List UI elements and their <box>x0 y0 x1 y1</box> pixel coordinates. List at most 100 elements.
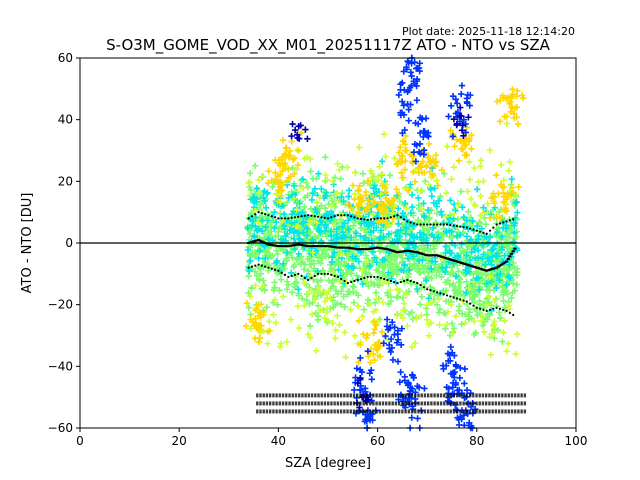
count-mark <box>343 409 346 414</box>
scatter-point <box>469 217 476 225</box>
count-mark <box>310 409 314 414</box>
sigma-point <box>452 296 455 299</box>
count-mark <box>507 393 510 398</box>
scatter-point <box>452 312 460 320</box>
scatter-point <box>504 247 512 255</box>
scatter-point <box>405 187 412 194</box>
scatter-point <box>450 210 458 218</box>
count-mark <box>339 409 343 414</box>
scatter-point <box>477 192 484 200</box>
scatter-point <box>400 306 407 314</box>
scatter-point <box>380 131 388 138</box>
scatter-point <box>500 177 507 184</box>
scatter-point <box>404 255 412 262</box>
sigma-point <box>449 223 452 227</box>
scatter-point <box>246 192 253 199</box>
scatter-point <box>248 222 256 229</box>
count-mark <box>268 409 272 414</box>
median-point <box>276 245 280 248</box>
median-point <box>252 240 256 243</box>
scatter-point <box>391 324 398 331</box>
scatter-point <box>497 314 504 321</box>
scatter-point <box>454 108 462 116</box>
count-mark <box>430 393 433 398</box>
scatter-point <box>317 276 325 284</box>
scatter-point <box>275 187 282 194</box>
scatter-point <box>394 327 402 334</box>
sigma-point <box>412 222 416 225</box>
count-mark <box>294 401 298 406</box>
scatter-point <box>338 250 345 258</box>
sigma-point <box>472 228 475 231</box>
scatter-point <box>251 315 259 322</box>
count-mark <box>291 401 294 406</box>
scatter-point <box>466 136 473 143</box>
scatter-point <box>457 188 465 195</box>
scatter-point <box>294 254 301 262</box>
scatter-point <box>295 324 303 332</box>
scatter-point <box>355 186 362 194</box>
scatter-point <box>339 223 346 231</box>
scatter-point <box>452 272 460 280</box>
scatter-point <box>314 284 322 292</box>
scatter-point <box>272 259 280 266</box>
sigma-point <box>422 286 425 289</box>
sigma-point <box>250 265 254 268</box>
scatter-point <box>394 228 402 236</box>
scatter-point <box>508 294 515 302</box>
count-mark <box>272 401 275 406</box>
count-mark <box>388 409 391 414</box>
median-point <box>346 246 350 249</box>
sigma-point <box>386 217 389 220</box>
sigma-point <box>264 265 267 268</box>
median-point <box>301 244 305 247</box>
sigma-point <box>346 214 349 217</box>
scatter-point <box>334 189 341 197</box>
count-mark <box>333 393 336 398</box>
scatter-point <box>412 158 420 165</box>
scatter-point <box>494 250 501 257</box>
scatter-point <box>451 143 458 150</box>
scatter-point <box>453 100 461 107</box>
sigma-point <box>379 217 383 220</box>
count-mark <box>285 409 288 414</box>
scatter-point <box>404 101 411 108</box>
scatter-point <box>484 209 491 217</box>
median-point <box>455 260 459 263</box>
scatter-point <box>342 354 349 361</box>
count-mark <box>288 409 291 414</box>
median-point <box>293 244 297 247</box>
scatter-point <box>384 326 392 333</box>
sigma-point <box>336 214 340 217</box>
scatter-point <box>328 203 335 210</box>
sigma-point <box>492 226 495 229</box>
scatter-point <box>336 278 343 285</box>
scatter-point <box>343 270 350 278</box>
count-mark <box>397 393 401 398</box>
scatter-point <box>406 266 413 274</box>
scatter-point <box>393 186 400 193</box>
scatter-point <box>408 72 415 80</box>
x-tick-label: 20 <box>172 434 187 448</box>
sigma-point <box>343 279 346 283</box>
scatter-point <box>472 254 479 262</box>
scatter-point <box>389 319 396 326</box>
sigma-point <box>270 267 273 270</box>
sigma-point <box>482 231 485 234</box>
median-point <box>271 244 276 247</box>
scatter-point <box>291 126 299 134</box>
scatter-point <box>331 222 339 229</box>
scatter-point <box>449 133 457 140</box>
scatter-point <box>382 208 389 215</box>
scatter-point <box>475 274 482 282</box>
median-point <box>481 268 486 271</box>
scatter-point <box>377 191 384 198</box>
median-point <box>390 249 395 252</box>
scatter-point <box>245 304 253 311</box>
scatter-point <box>465 114 472 121</box>
median-point <box>323 245 327 248</box>
median-point <box>288 244 292 247</box>
scatter-point <box>448 175 455 183</box>
scatter-point <box>508 95 515 102</box>
scatter-point <box>354 302 362 310</box>
